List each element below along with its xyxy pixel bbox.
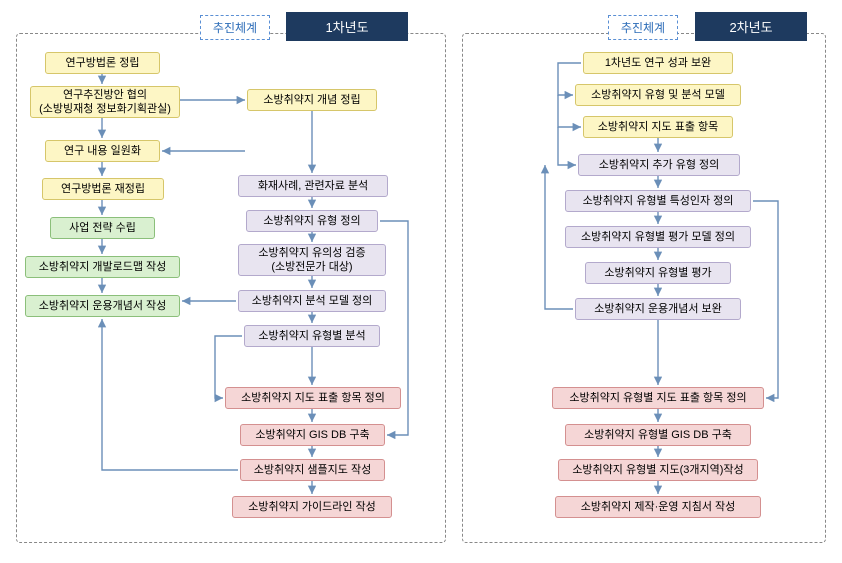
box-g2: 소방취약지 개발로드맵 작성 (25, 256, 180, 278)
box-pA: 소방취약지 추가 유형 정의 (578, 154, 740, 176)
box-p5: 소방취약지 유형별 분석 (244, 325, 380, 347)
box-yA: 1차년도 연구 성과 보완 (583, 52, 733, 74)
box-p1: 화재사례, 관련자료 분석 (238, 175, 388, 197)
box-yC: 소방취약지 지도 표출 항목 (583, 116, 733, 138)
box-rC: 소방취약지 유형별 지도(3개지역)작성 (558, 459, 758, 481)
header-tab-1: 1차년도 (286, 12, 408, 41)
box-r4: 소방취약지 가이드라인 작성 (232, 496, 392, 518)
box-p3: 소방취약지 유의성 검증 (소방전문가 대상) (238, 244, 386, 276)
box-rA: 소방취약지 유형별 지도 표출 항목 정의 (552, 387, 764, 409)
box-pB: 소방취약지 유형별 특성인자 정의 (565, 190, 751, 212)
box-pC: 소방취약지 유형별 평가 모델 정의 (565, 226, 751, 248)
box-r3: 소방취약지 샘플지도 작성 (240, 459, 385, 481)
box-y1: 연구방법론 정립 (45, 52, 160, 74)
header-label-2: 추진체계 (608, 15, 678, 40)
box-p4: 소방취약지 분석 모델 정의 (238, 290, 386, 312)
box-g1: 사업 전략 수립 (50, 217, 155, 239)
box-p2: 소방취약지 유형 정의 (246, 210, 378, 232)
header-label-1: 추진체계 (200, 15, 270, 40)
box-r2: 소방취약지 GIS DB 구축 (240, 424, 385, 446)
box-y4: 연구방법론 재정립 (42, 178, 164, 200)
box-pD: 소방취약지 유형별 평가 (585, 262, 731, 284)
box-yB: 소방취약지 유형 및 분석 모델 (575, 84, 741, 106)
header-tab-2: 2차년도 (695, 12, 807, 41)
box-rD: 소방취약지 제작·운영 지침서 작성 (555, 496, 761, 518)
box-rB: 소방취약지 유형별 GIS DB 구축 (565, 424, 751, 446)
box-g3: 소방취약지 운용개념서 작성 (25, 295, 180, 317)
box-y5: 소방취약지 개념 정립 (247, 89, 377, 111)
box-y2: 연구추진방안 협의 (소방빙재청 정보화기획관실) (30, 86, 180, 118)
box-pE: 소방취약지 운용개념서 보완 (575, 298, 741, 320)
box-r1: 소방취약지 지도 표출 항목 정의 (225, 387, 401, 409)
box-y3: 연구 내용 일원화 (45, 140, 160, 162)
